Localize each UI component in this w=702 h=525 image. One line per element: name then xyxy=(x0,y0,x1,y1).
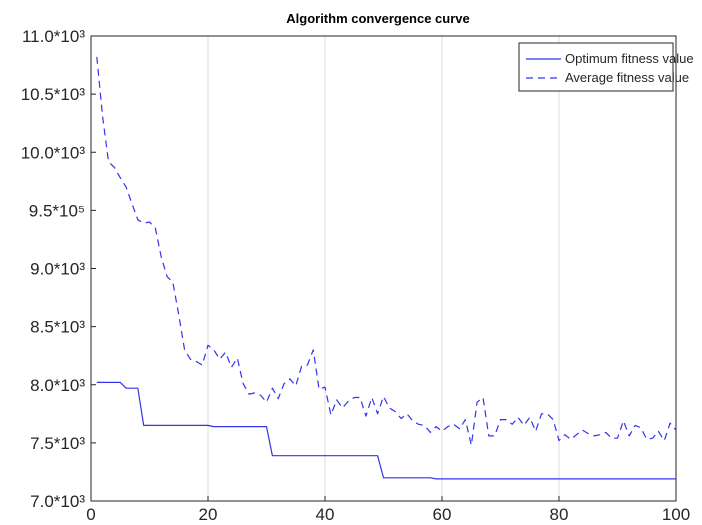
y-tick-label: 11.0*10³ xyxy=(22,27,85,46)
y-tick-label: 9.0*10³ xyxy=(30,260,85,279)
y-tick-label: 10.0*10³ xyxy=(21,143,86,162)
x-tick-label: 40 xyxy=(316,505,335,524)
x-tick-label: 60 xyxy=(433,505,452,524)
optimum-fitness-line xyxy=(96,381,676,480)
average-fitness-line xyxy=(96,56,677,446)
y-tick-label: 10.5*10³ xyxy=(21,85,86,104)
y-tick-label: 7.5*10³ xyxy=(30,434,85,453)
x-tick-label: 20 xyxy=(199,505,218,524)
legend-label-average: Average fitness value xyxy=(565,70,689,85)
y-tick-label: 9.5*10⁵ xyxy=(29,201,85,220)
legend-box xyxy=(518,42,674,92)
y-tick-label: 8.0*10³ xyxy=(30,376,85,395)
y-tick-label: 7.0*10³ xyxy=(30,492,85,511)
gridlines xyxy=(207,36,560,501)
x-tick-label: 80 xyxy=(550,505,569,524)
x-tick-label: 0 xyxy=(86,505,95,524)
chart-title: Algorithm convergence curve xyxy=(286,11,470,26)
x-tick-label: 100 xyxy=(662,505,690,524)
axis-ticks: 0 20 40 60 80 100 7.0*10³ 7.5*10³ 8.0*10³ 8.5*10³… xyxy=(21,27,690,524)
legend-label-optimum: Optimum fitness value xyxy=(565,51,694,66)
legend: Optimum fitness value Average fitness va… xyxy=(518,42,694,92)
y-tick-label: 8.5*10³ xyxy=(30,318,85,337)
series-lines xyxy=(96,56,677,480)
